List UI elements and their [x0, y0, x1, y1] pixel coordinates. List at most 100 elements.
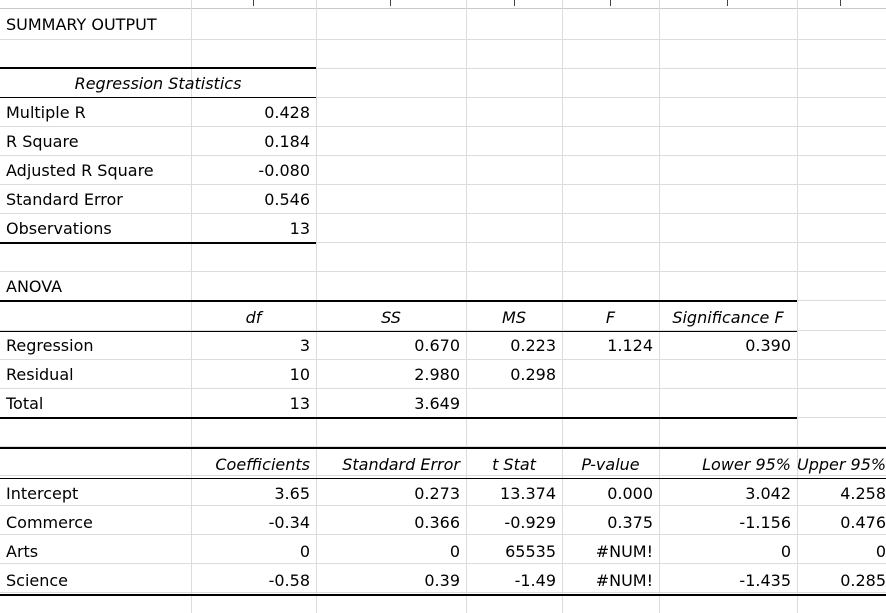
gridline [562, 0, 563, 613]
stat-label[interactable]: Multiple R [6, 103, 86, 122]
gridline [0, 213, 886, 214]
gridline [0, 505, 886, 506]
stat-value[interactable]: 0.546 [264, 190, 310, 209]
anova-ms[interactable]: 0.298 [510, 365, 556, 384]
coef-p-value[interactable]: 0.375 [607, 513, 653, 532]
stat-value[interactable]: 0.184 [264, 132, 310, 151]
stat-label[interactable]: R Square [6, 132, 79, 151]
anova-title[interactable]: ANOVA [6, 277, 63, 296]
anova-df[interactable]: 10 [289, 365, 310, 384]
stat-value[interactable]: -0.080 [258, 161, 310, 180]
coef-header-upper-95[interactable]: Upper 95% [797, 455, 886, 474]
gridline [0, 155, 886, 156]
gridline [0, 271, 886, 272]
stat-value[interactable]: 13 [289, 219, 310, 238]
table-border [0, 447, 886, 449]
coef-header-t-stat[interactable]: t Stat [492, 455, 536, 474]
coef-t-stat[interactable]: 13.374 [500, 484, 556, 503]
coef-standard-error[interactable]: 0.366 [414, 513, 460, 532]
table-border [0, 417, 797, 419]
coef-header-p-value[interactable]: P-value [581, 455, 640, 474]
coef-row-label[interactable]: Commerce [6, 513, 93, 532]
column-tick [610, 0, 611, 6]
coef-standard-error[interactable]: 0 [449, 542, 460, 561]
anova-header-df[interactable]: df [245, 308, 262, 327]
anova-row-label[interactable]: Total [6, 394, 44, 413]
gridline [0, 39, 886, 40]
anova-significance[interactable]: 0.390 [745, 336, 791, 355]
gridline [191, 0, 192, 613]
coef-p-value[interactable]: 0.000 [607, 484, 653, 503]
anova-row-label[interactable]: Residual [6, 365, 74, 384]
coef-header-coefficients[interactable]: Coefficients [215, 455, 310, 474]
stat-label[interactable]: Observations [6, 219, 112, 238]
coef-upper-95[interactable]: 0.285 [840, 571, 886, 590]
stat-value[interactable]: 0.428 [264, 103, 310, 122]
anova-header-ms[interactable]: MS [502, 308, 526, 327]
coef-t-stat[interactable]: -1.49 [514, 571, 556, 590]
anova-f[interactable]: 1.124 [607, 336, 653, 355]
gridline [0, 359, 886, 360]
coef-lower-95[interactable]: 0 [780, 542, 791, 561]
coef-p-value[interactable]: #NUM! [595, 571, 653, 590]
coef-standard-error[interactable]: 0.273 [414, 484, 460, 503]
coef-row-label[interactable]: Arts [6, 542, 39, 561]
gridline [0, 592, 886, 593]
anova-header-significance[interactable]: Significance F [672, 308, 784, 327]
coef-header-lower-95[interactable]: Lower 95% [702, 455, 791, 474]
gridline [0, 446, 886, 447]
regression-stats-header[interactable]: Regression Statistics [74, 74, 242, 93]
coef-t-stat[interactable]: 65535 [505, 542, 556, 561]
anova-df[interactable]: 3 [299, 336, 310, 355]
coef-standard-error[interactable]: 0.39 [424, 571, 460, 590]
anova-header-ss[interactable]: SS [381, 308, 401, 327]
coef-value[interactable]: -0.58 [268, 571, 310, 590]
gridline [0, 126, 886, 127]
stat-label[interactable]: Standard Error [6, 190, 123, 209]
coef-upper-95[interactable]: 4.258 [840, 484, 886, 503]
stat-label[interactable]: Adjusted R Square [6, 161, 154, 180]
table-border [0, 478, 886, 479]
coef-value[interactable]: 3.65 [274, 484, 310, 503]
gridline [0, 330, 886, 331]
coef-row-label[interactable]: Science [6, 571, 69, 590]
coef-p-value[interactable]: #NUM! [595, 542, 653, 561]
gridline [0, 242, 886, 243]
gridline [0, 184, 886, 185]
anova-ss[interactable]: 2.980 [414, 365, 460, 384]
column-tick [253, 0, 254, 6]
anova-df[interactable]: 13 [289, 394, 310, 413]
anova-ss[interactable]: 3.649 [414, 394, 460, 413]
column-tick [514, 0, 515, 6]
gridline [316, 0, 317, 613]
gridline [466, 0, 467, 613]
coef-header-standard-error[interactable]: Standard Error [342, 455, 460, 474]
table-border [0, 242, 316, 244]
coef-value[interactable]: -0.34 [268, 513, 310, 532]
coef-upper-95[interactable]: 0 [875, 542, 886, 561]
table-border [0, 300, 797, 302]
gridline [0, 68, 886, 69]
coef-row-label[interactable]: Intercept [6, 484, 79, 503]
column-tick [840, 0, 841, 6]
coef-lower-95[interactable]: 3.042 [745, 484, 791, 503]
coef-t-stat[interactable]: -0.929 [504, 513, 556, 532]
table-border [0, 594, 886, 596]
column-tick [390, 0, 391, 6]
anova-ss[interactable]: 0.670 [414, 336, 460, 355]
coef-lower-95[interactable]: -1.156 [739, 513, 791, 532]
anova-header-f[interactable]: F [605, 308, 616, 327]
gridline [0, 97, 886, 98]
coef-lower-95[interactable]: -1.435 [739, 571, 791, 590]
anova-ms[interactable]: 0.223 [510, 336, 556, 355]
gridline [659, 0, 660, 613]
gridline [797, 0, 798, 613]
anova-row-label[interactable]: Regression [6, 336, 94, 355]
column-header-strip[interactable] [0, 0, 886, 9]
table-border [0, 97, 316, 98]
coef-upper-95[interactable]: 0.476 [840, 513, 886, 532]
summary-title[interactable]: SUMMARY OUTPUT [6, 15, 157, 34]
coef-value[interactable]: 0 [299, 542, 310, 561]
gridline [0, 388, 886, 389]
